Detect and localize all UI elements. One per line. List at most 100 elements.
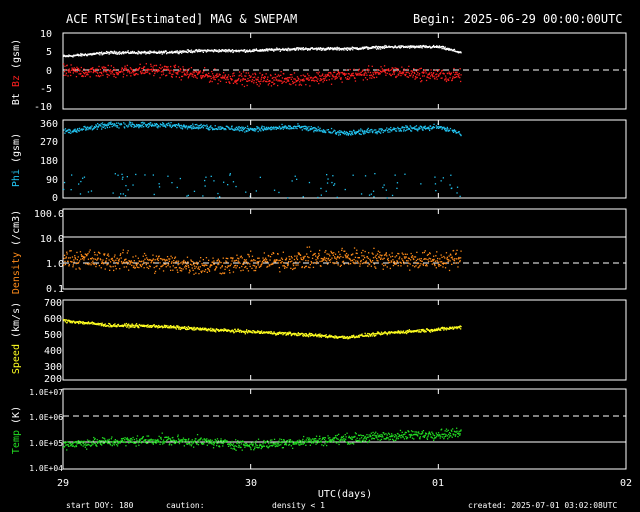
bz-point	[155, 64, 158, 67]
bt-point	[95, 53, 97, 55]
bz-point	[452, 77, 454, 80]
density-point	[185, 265, 188, 268]
density-point	[177, 271, 179, 273]
density-point	[287, 264, 289, 267]
temp-point	[238, 444, 240, 446]
density-point	[344, 250, 346, 252]
bz-point	[167, 66, 169, 68]
phi-point	[111, 123, 113, 125]
density-point	[130, 260, 132, 262]
temp-point	[170, 444, 173, 446]
phi-point	[219, 196, 221, 198]
density-panel-frame	[62, 208, 627, 290]
temp-point	[182, 439, 184, 441]
speed-point	[137, 326, 139, 329]
density-point	[377, 260, 379, 262]
density-point	[342, 260, 345, 262]
speed-point	[133, 324, 135, 327]
density-point	[273, 260, 275, 262]
bt-point	[273, 50, 275, 52]
density-point	[65, 257, 67, 259]
density-point	[78, 267, 80, 269]
bt-point	[102, 53, 104, 55]
phi-point	[333, 129, 335, 131]
bz-point	[425, 72, 427, 74]
phi-point	[70, 132, 72, 134]
speed-point	[116, 325, 118, 328]
phi-point	[222, 127, 224, 129]
speed-point	[451, 327, 453, 329]
density-point	[171, 261, 173, 263]
density-point	[124, 261, 127, 264]
density-point	[64, 263, 67, 266]
phi-point	[207, 128, 209, 130]
density-ylabel: Density (/cm3)	[11, 210, 22, 294]
speed-point	[69, 321, 71, 324]
phi-point	[100, 123, 102, 125]
bt-point	[79, 55, 82, 57]
bz-point	[144, 72, 146, 74]
phi-point	[379, 128, 381, 130]
density-point	[196, 263, 199, 266]
phi-point	[310, 126, 312, 128]
temp-point	[147, 439, 149, 441]
speed-point	[357, 334, 360, 337]
bz-point	[229, 82, 231, 84]
density-point	[402, 253, 404, 256]
phi-point	[162, 122, 164, 124]
bt-point	[417, 46, 419, 49]
bz-point	[381, 68, 383, 70]
temp-point	[63, 446, 65, 449]
phi-point	[130, 124, 132, 126]
bt-point	[152, 51, 154, 53]
bz-point	[344, 73, 346, 75]
speed-point	[426, 328, 428, 330]
phi-point	[116, 125, 119, 127]
bz-point	[393, 73, 395, 75]
bt-point	[214, 49, 216, 51]
density-point	[341, 261, 344, 263]
phi-panel-frame	[62, 119, 627, 199]
bz-point	[296, 76, 299, 78]
bt-point	[242, 50, 244, 52]
bz-point	[200, 75, 202, 77]
bz-point	[244, 78, 246, 80]
speed-point	[353, 335, 355, 338]
density-point	[395, 262, 397, 264]
temp-point	[147, 442, 149, 444]
density-point	[246, 263, 249, 265]
speed-point	[187, 328, 189, 330]
density-point	[161, 258, 163, 260]
bz-point	[276, 79, 278, 81]
temp-point	[216, 438, 219, 440]
bt-point	[347, 47, 349, 49]
density-point	[391, 261, 393, 263]
bz-point	[318, 82, 320, 85]
speed-point	[74, 322, 77, 324]
bt-point	[323, 48, 325, 50]
bt-point	[278, 48, 280, 51]
bz-point	[271, 77, 273, 79]
temp-point	[201, 442, 203, 444]
xtick-label: 30	[245, 478, 257, 489]
density-point	[395, 263, 397, 265]
bt-point	[298, 47, 300, 49]
bt-point	[156, 51, 158, 54]
temp-point	[227, 445, 230, 447]
phi-point	[207, 127, 209, 129]
phi-point	[197, 128, 200, 130]
density-point	[98, 265, 101, 267]
bt-point	[296, 48, 298, 50]
temp-point	[117, 443, 119, 445]
temp-point	[208, 439, 210, 441]
phi-point	[310, 128, 312, 131]
bz-point	[152, 66, 154, 68]
bz-point	[172, 69, 174, 72]
density-point	[261, 263, 263, 266]
phi-point	[220, 128, 222, 130]
density-point	[448, 259, 450, 261]
bz-point	[444, 78, 446, 80]
temp-point	[102, 440, 104, 442]
speed-point	[257, 330, 259, 332]
density-point	[296, 255, 298, 257]
